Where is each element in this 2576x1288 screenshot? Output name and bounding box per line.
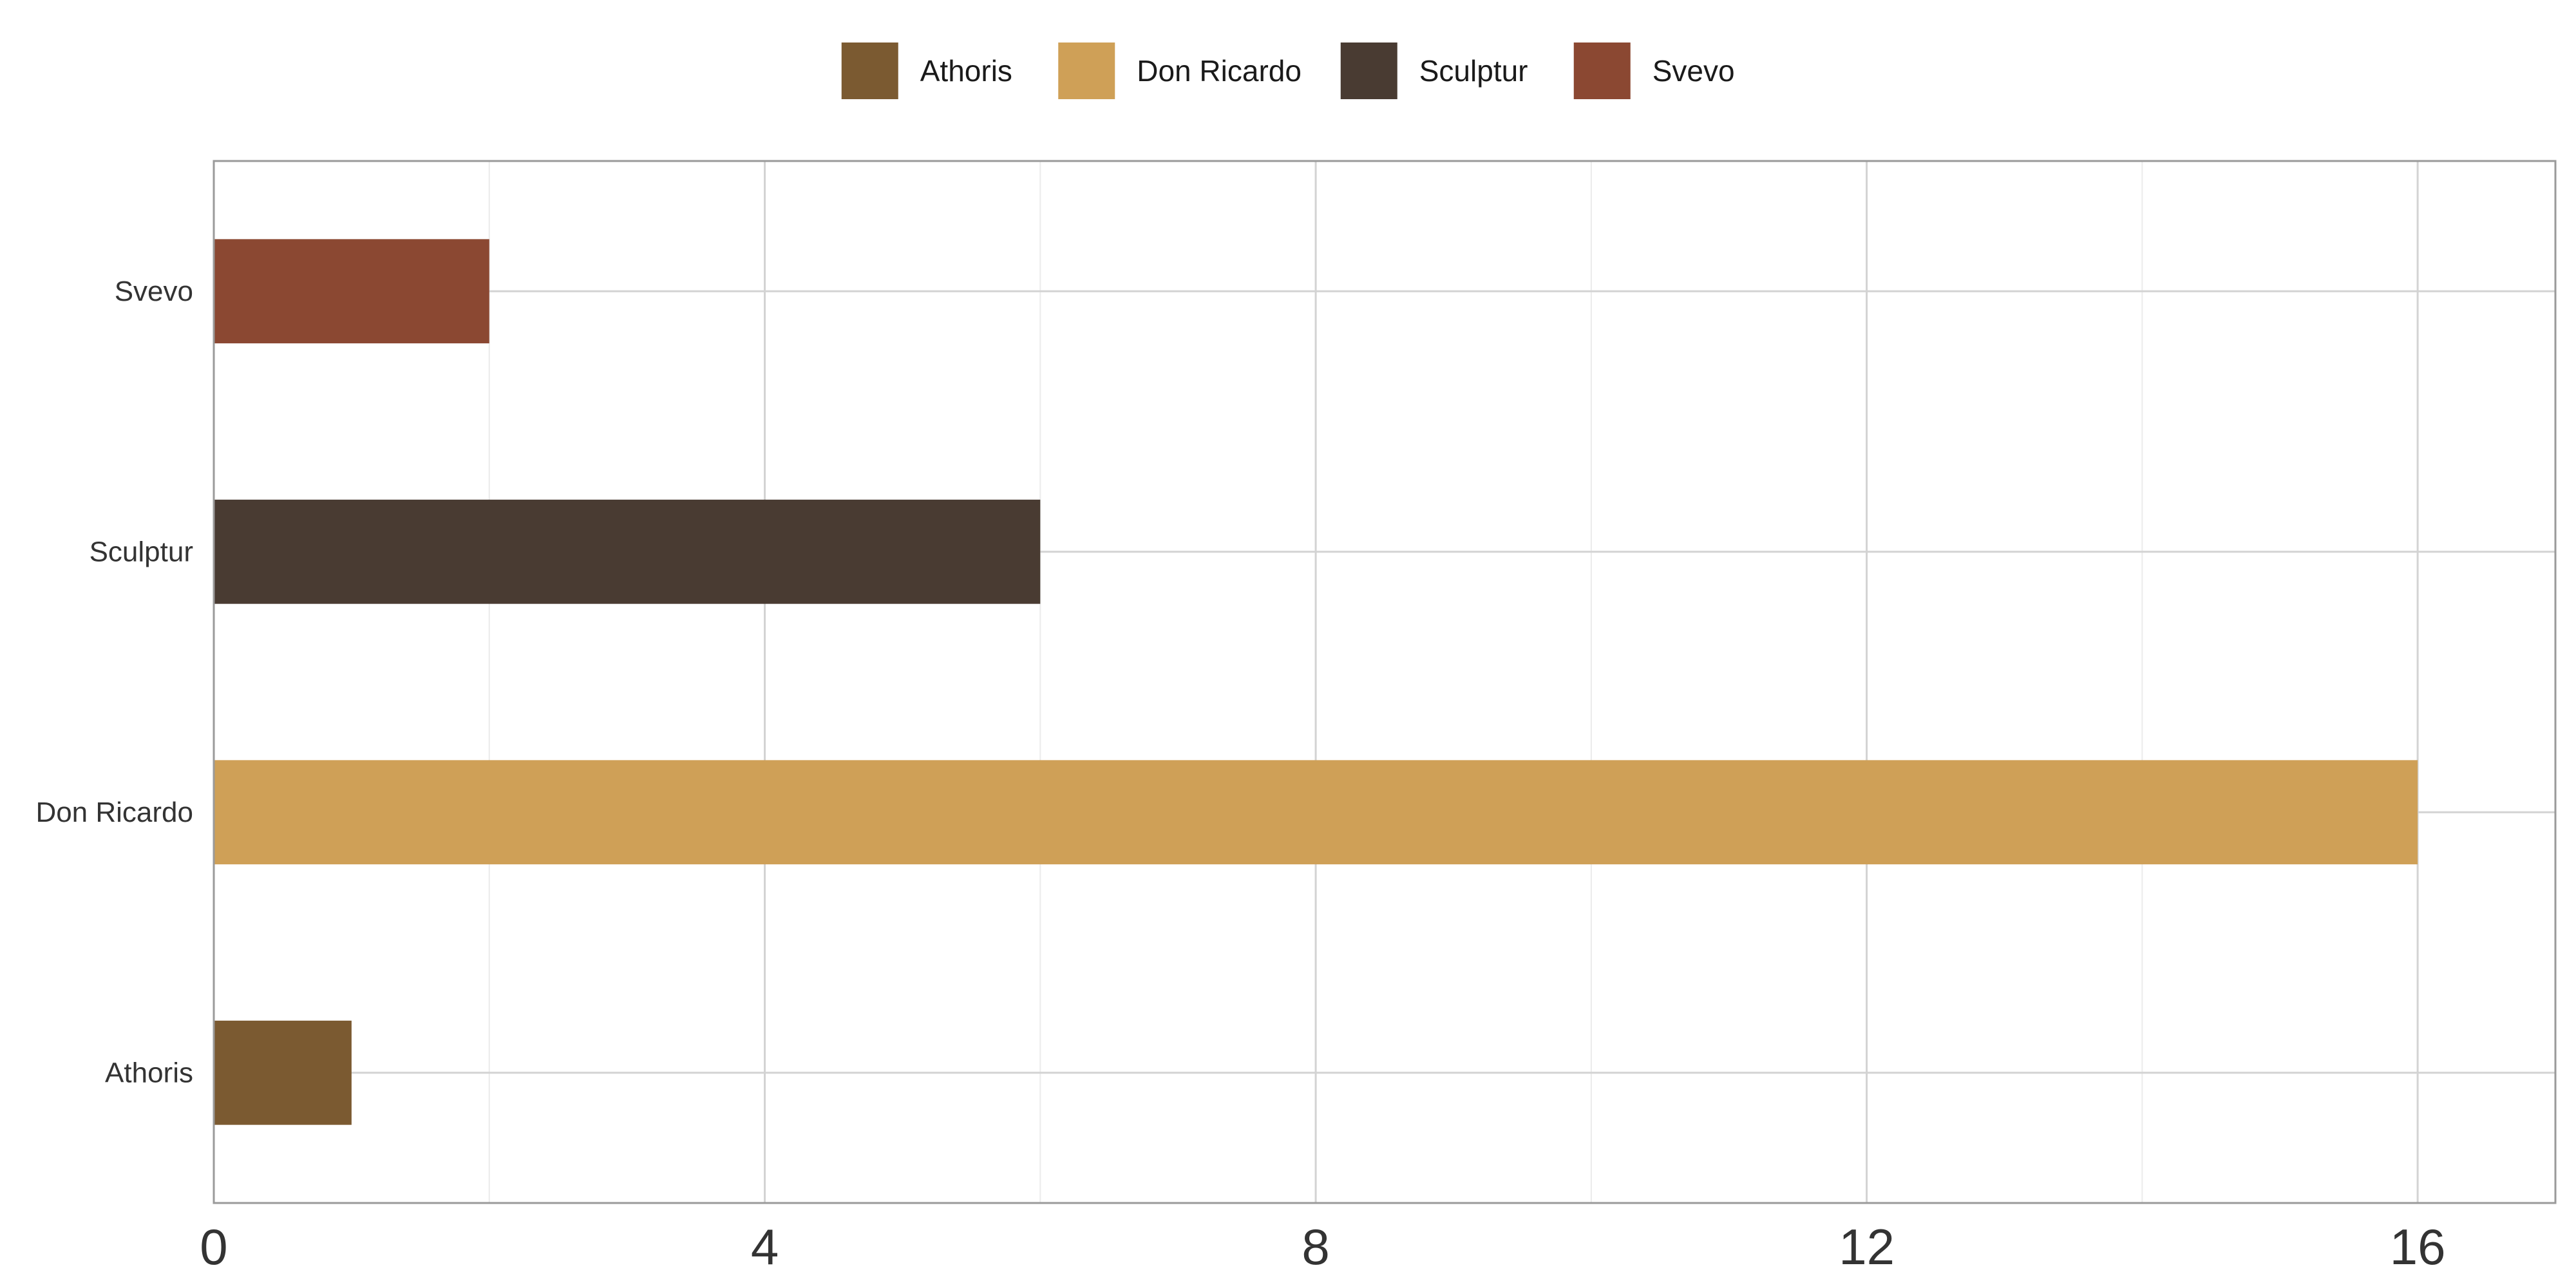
legend-label: Athoris <box>920 54 1012 88</box>
category-labels: Athoris Don Ricardo Sculptur Svevo <box>35 276 193 1089</box>
legend-label: Sculptur <box>1419 54 1528 88</box>
x-tick-label: 0 <box>200 1218 227 1275</box>
legend-swatch <box>1340 43 1397 99</box>
legend-swatch <box>841 43 898 99</box>
bar <box>214 499 1041 604</box>
bar <box>214 1020 352 1125</box>
category-label: Don Ricardo <box>35 797 193 828</box>
legend-label: Don Ricardo <box>1137 54 1302 88</box>
category-label: Svevo <box>115 276 193 307</box>
x-tick-label: 4 <box>751 1218 779 1275</box>
x-tick-label: 8 <box>1302 1218 1329 1275</box>
x-tick-label: 16 <box>2390 1218 2446 1275</box>
legend-swatch <box>1573 43 1631 99</box>
legend-swatch <box>1058 43 1115 99</box>
plot-border <box>213 160 2557 1204</box>
bar <box>214 760 2418 865</box>
category-label: Athoris <box>105 1057 193 1088</box>
bar <box>214 239 489 344</box>
x-tick-labels: 0 4 8 12 16 <box>200 1218 2445 1275</box>
legend: Athoris Don Ricardo Sculptur Svevo <box>841 43 1735 99</box>
minor-gridlines <box>488 161 2143 1203</box>
legend-label: Svevo <box>1653 54 1735 88</box>
x-tick-label: 12 <box>1839 1218 1895 1275</box>
category-label: Sculptur <box>90 536 193 567</box>
bars <box>214 239 2418 1125</box>
